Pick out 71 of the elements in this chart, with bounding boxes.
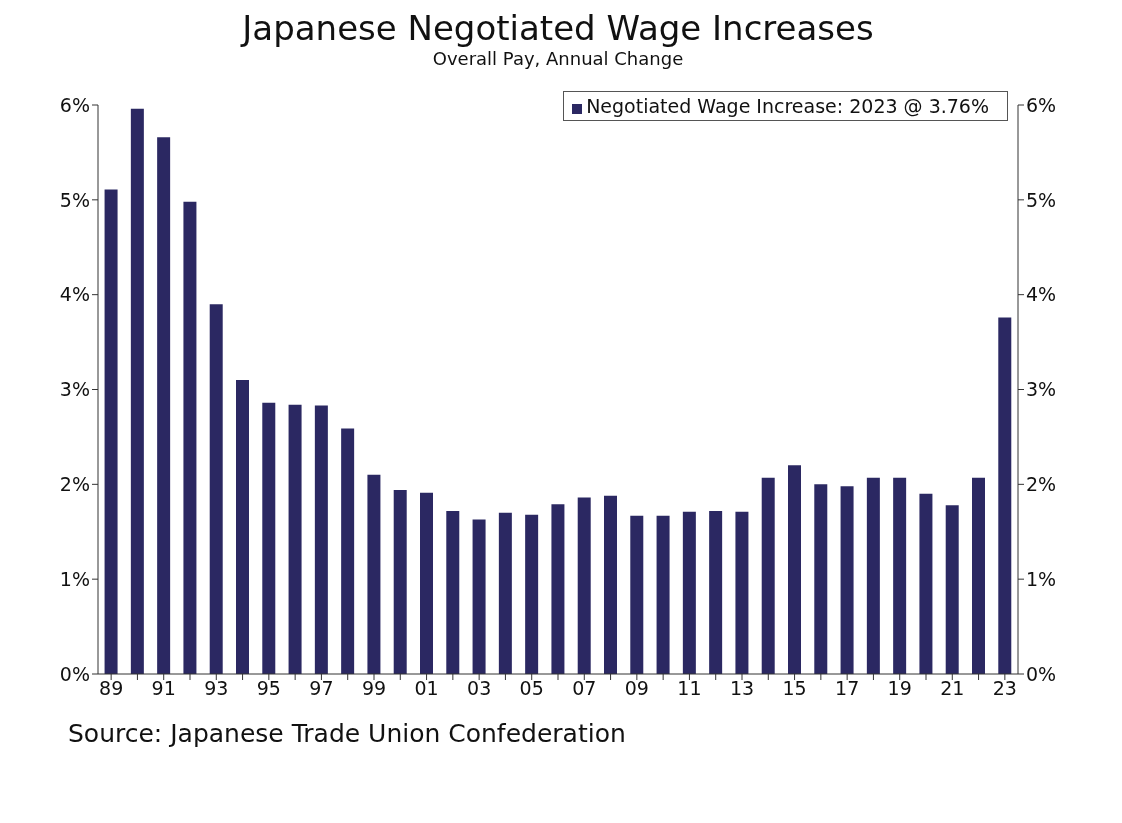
bar [262,402,276,674]
bar [630,515,644,674]
bar [551,504,565,674]
bar [945,505,959,674]
bar [788,465,801,674]
bar [183,201,197,674]
y-tick-label: 2% [59,473,90,496]
x-tick-label: 11 [677,677,702,700]
x-tick-label: 99 [361,677,387,700]
x-tick-label: 95 [256,677,281,700]
x-tick-label: 15 [782,677,807,700]
bar [814,484,828,674]
bar [682,511,696,674]
bar [604,495,617,674]
x-tick-label: 09 [624,677,649,700]
chart-subtitle: Overall Pay, Annual Change [431,48,685,69]
y-tick-label: 1% [59,567,90,590]
bar [367,474,381,674]
y2-tick-label: 4% [1026,283,1057,306]
x-tick-label: 07 [572,677,597,700]
x-tick-label: 89 [99,677,124,700]
bar [104,189,118,674]
x-tick-label: 93 [204,677,229,700]
bar [709,510,723,674]
y2-tick-label: 6% [1026,93,1057,116]
bar [998,317,1012,674]
bar [893,477,907,674]
bar [919,493,933,674]
bar [209,304,223,674]
x-tick-label: 19 [887,677,912,700]
bar [761,477,775,674]
x-tick-label: 03 [467,677,492,700]
bar [130,108,144,674]
bar [341,428,355,674]
x-tick-label: 97 [309,677,334,700]
x-tick-label: 21 [940,677,965,700]
bar [866,477,880,674]
x-tick-label: 23 [992,677,1017,700]
x-tick-label: 05 [519,677,544,700]
y2-tick-label: 5% [1026,188,1057,211]
bar [236,380,249,674]
x-tick-label: 13 [729,677,755,700]
y-tick-label: 5% [59,188,90,211]
x-tick-label: 01 [414,677,439,700]
bar [420,492,433,674]
bar [840,486,854,674]
x-tick-label: 17 [835,677,860,700]
source-note: Source: Japanese Trade Union Confederation [67,719,627,748]
y2-tick-label: 0% [1026,662,1057,685]
y2-tick-label: 3% [1026,378,1057,401]
y-tick-label: 3% [59,378,90,401]
x-tick-label: 91 [151,677,176,700]
legend-label: Negotiated Wage Increase: 2023 @ 3.76% [586,95,989,117]
bar [972,477,985,674]
bar [446,510,460,674]
y-tick-label: 0% [59,662,90,685]
bar [472,519,486,674]
bar [525,514,539,674]
y2-tick-label: 2% [1026,473,1057,496]
y-tick-label: 6% [59,93,90,116]
bar [314,405,328,674]
bar [656,515,670,674]
bar [735,511,749,674]
y-tick-label: 4% [59,283,90,306]
bar [393,490,407,674]
chart-title: Japanese Negotiated Wage Increases [239,8,875,48]
bar [288,404,302,674]
y2-tick-label: 1% [1026,567,1057,590]
bar [157,137,171,674]
bar [498,512,512,674]
bar [577,497,591,674]
